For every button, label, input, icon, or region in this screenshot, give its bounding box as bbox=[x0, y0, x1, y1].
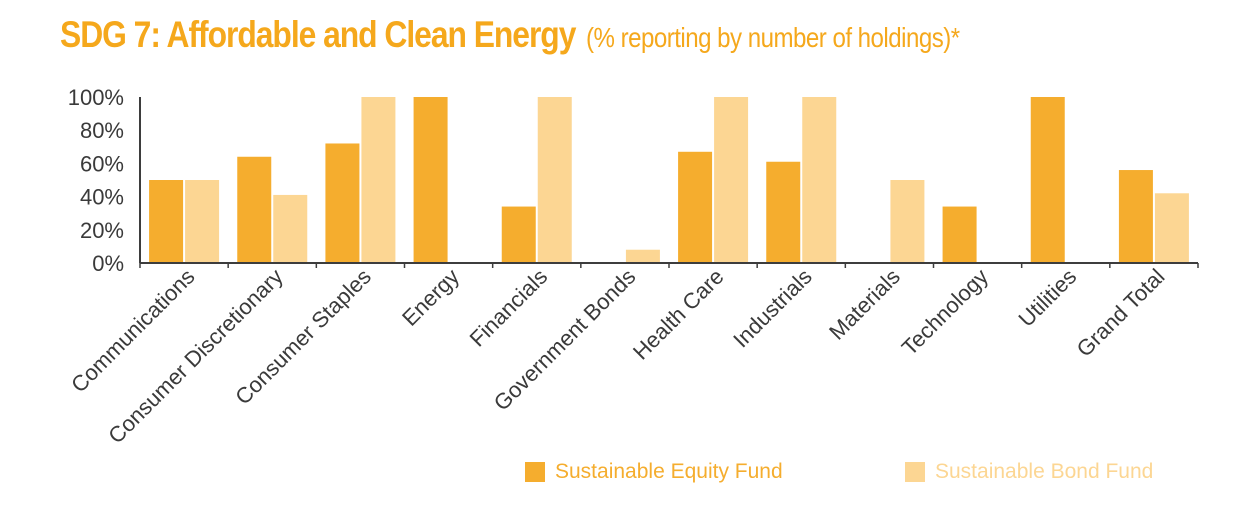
y-tick-label: 20% bbox=[80, 218, 124, 243]
x-tick-label: Technology bbox=[897, 264, 993, 360]
y-axis-tick-labels: 0% 20% 40% 60% 80% 100% bbox=[68, 85, 124, 276]
y-tick-label: 60% bbox=[80, 151, 124, 176]
x-tick-label: Energy bbox=[397, 264, 464, 331]
x-tick-label: Financials bbox=[465, 264, 553, 352]
legend-label-equity: Sustainable Equity Fund bbox=[555, 460, 783, 483]
bar-bond-6 bbox=[714, 97, 749, 263]
y-tick-label: 80% bbox=[80, 118, 124, 143]
bar-equity-10 bbox=[1030, 97, 1065, 263]
bar-equity-2 bbox=[325, 143, 360, 263]
legend-swatch-bond bbox=[905, 462, 925, 482]
bar-equity-3 bbox=[413, 97, 448, 263]
x-tick-label: Materials bbox=[824, 264, 905, 345]
chart-title: SDG 7: Affordable and Clean Energy (% re… bbox=[60, 14, 1020, 56]
legend-swatch-equity bbox=[525, 462, 545, 482]
bar-equity-0 bbox=[149, 180, 184, 263]
y-tick-label: 0% bbox=[92, 251, 124, 276]
x-tick-label: Grand Total bbox=[1072, 264, 1170, 362]
legend-item-equity: Sustainable Equity Fund bbox=[525, 458, 783, 486]
legend-item-bond: Sustainable Bond Fund bbox=[905, 458, 1153, 486]
bar-equity-4 bbox=[501, 206, 536, 263]
bar-bond-8 bbox=[890, 180, 925, 263]
x-tick-label: Industrials bbox=[728, 264, 817, 353]
bar-equity-7 bbox=[766, 161, 801, 263]
bar-series bbox=[149, 97, 1189, 263]
bar-bond-5 bbox=[625, 249, 660, 263]
axes bbox=[139, 97, 1199, 268]
chart-title-subtitle: (% reporting by number of holdings)* bbox=[585, 22, 960, 53]
bar-equity-1 bbox=[237, 156, 272, 263]
x-tick-label: Health Care bbox=[628, 264, 729, 365]
chart-title-main: SDG 7: Affordable and Clean Energy bbox=[60, 14, 576, 55]
legend-label-bond: Sustainable Bond Fund bbox=[935, 460, 1154, 483]
bar-bond-7 bbox=[802, 97, 837, 263]
bar-bond-0 bbox=[185, 180, 220, 263]
bar-equity-11 bbox=[1118, 170, 1153, 263]
bar-equity-9 bbox=[942, 206, 977, 263]
x-tick-label: Consumer Discretionary bbox=[103, 264, 288, 449]
bar-equity-6 bbox=[678, 151, 713, 263]
bar-bond-11 bbox=[1154, 193, 1189, 263]
bar-bond-2 bbox=[361, 97, 396, 263]
y-tick-label: 40% bbox=[80, 185, 124, 210]
y-tick-label: 100% bbox=[68, 85, 124, 110]
x-tick-label: Utilities bbox=[1013, 264, 1081, 332]
bar-bond-1 bbox=[273, 194, 308, 263]
bar-bond-4 bbox=[537, 97, 572, 263]
